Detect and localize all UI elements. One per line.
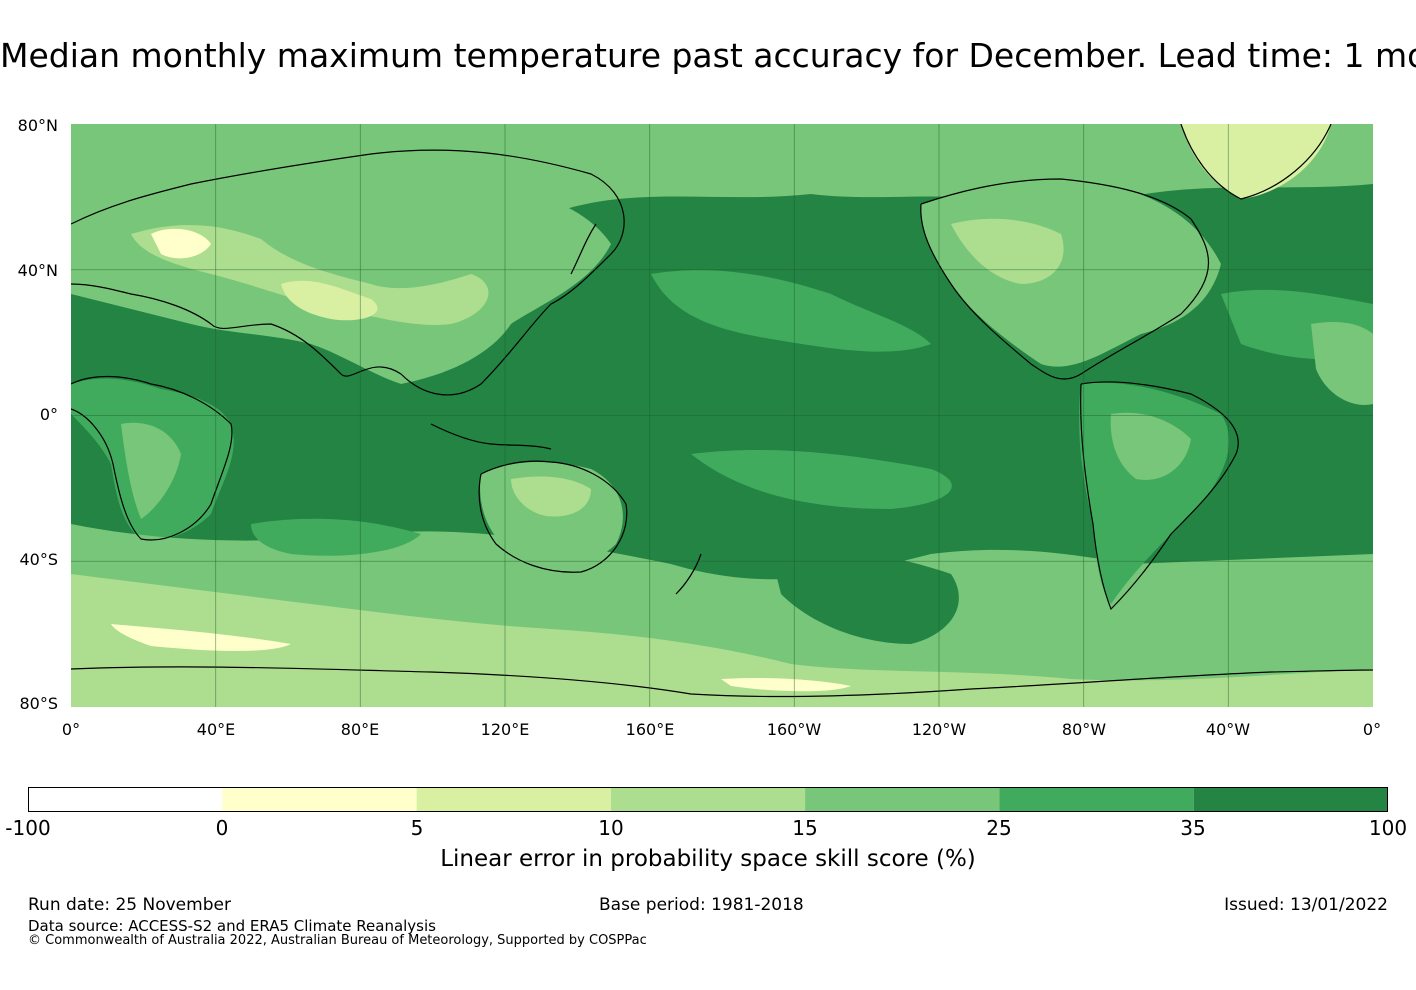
zone-europe-verylow — [151, 228, 211, 259]
zone-pacific-north — [651, 270, 931, 352]
data-source: Data source: ACCESS-S2 and ERA5 Climate … — [28, 917, 436, 935]
lon-label-40e: 40°E — [196, 720, 236, 739]
base-period: Base period: 1981-2018 — [599, 895, 804, 915]
colorbar-tick-100: 100 — [1368, 816, 1408, 840]
lon-label-0-left: 0° — [61, 720, 81, 739]
coast-greenland — [1180, 124, 1332, 200]
lat-label-80n: 80°N — [17, 116, 58, 135]
colorbar-swatch-3 — [610, 787, 806, 812]
colorbar-swatch-4 — [805, 787, 1000, 812]
lon-label-40w: 40°W — [1205, 720, 1251, 739]
colorbar-tick-15: 15 — [792, 816, 818, 840]
zone-pacific-south — [691, 449, 952, 509]
coast-south-america — [1080, 381, 1239, 611]
chart-title-text: Median monthly maximum temperature past … — [0, 36, 1416, 75]
lon-label-120e: 120°E — [480, 720, 530, 739]
coast-antarctica — [71, 666, 1373, 698]
coast-japan — [570, 223, 597, 275]
lon-label-0-right: 0° — [1362, 720, 1382, 739]
coast-new-zealand — [675, 553, 702, 595]
lat-label-40s: 40°S — [19, 550, 58, 569]
zone-south-verylow2 — [721, 677, 851, 692]
coast-africa — [71, 375, 233, 541]
lat-label-0: 0° — [39, 405, 58, 424]
zone-eurasia-low — [131, 224, 489, 326]
copyright: © Commonwealth of Australia 2022, Austra… — [28, 933, 647, 948]
colorbar-swatch-0 — [28, 787, 223, 812]
colorbar-tick-10: 10 — [598, 816, 624, 840]
lat-label-40n: 40°N — [17, 261, 58, 280]
run-date: Run date: 25 November — [28, 895, 231, 915]
zone-greenland — [1181, 124, 1331, 199]
zone-africa-mid — [121, 422, 181, 519]
colorbar-swatch-1 — [222, 787, 417, 812]
map-skill-zones — [71, 124, 1373, 707]
lon-label-80w: 80°W — [1061, 720, 1107, 739]
zone-asia-low2 — [281, 280, 378, 321]
lat-label-80s: 80°S — [19, 694, 58, 713]
colorbar-border — [28, 787, 1388, 812]
colorbar-swatch-6 — [1193, 787, 1388, 812]
zone-south-verylow — [111, 624, 291, 651]
lon-label-160w: 160°W — [766, 720, 822, 739]
colorbar-label: Linear error in probability space skill … — [440, 846, 976, 872]
map-coastlines — [71, 124, 1373, 698]
colorbar-tick-0: 0 — [215, 816, 229, 840]
zone-south-america-mid — [1110, 412, 1191, 480]
colorbar-tick-35: 35 — [1180, 816, 1206, 840]
map-gridlines — [71, 124, 1373, 707]
coast-australia — [478, 460, 628, 573]
issued-date: Issued: 13/01/2022 — [1224, 895, 1388, 915]
colorbar-tick-25: 25 — [986, 816, 1012, 840]
lon-label-80e: 80°E — [340, 720, 380, 739]
lon-label-120w: 120°W — [911, 720, 967, 739]
colorbar — [28, 787, 1388, 812]
zone-north-america-low — [951, 218, 1064, 284]
lon-label-160e: 160°E — [625, 720, 675, 739]
zone-indian — [251, 518, 421, 556]
zone-atlantic-africa — [1311, 322, 1373, 405]
colorbar-swatch-5 — [999, 787, 1194, 812]
coast-eurasia — [71, 149, 625, 396]
zone-australia-low — [511, 476, 591, 517]
world-skill-map — [71, 124, 1373, 707]
zone-south-low — [71, 574, 1373, 707]
coast-north-america — [920, 178, 1209, 380]
colorbar-tick-5: 5 — [410, 816, 424, 840]
colorbar-tick-minus100: -100 — [5, 816, 51, 840]
colorbar-swatch-2 — [416, 787, 611, 812]
zone-south-high — [771, 550, 959, 644]
chart-title: Median monthly maximum temperature past … — [0, 36, 1416, 75]
coast-indonesia — [430, 423, 552, 450]
